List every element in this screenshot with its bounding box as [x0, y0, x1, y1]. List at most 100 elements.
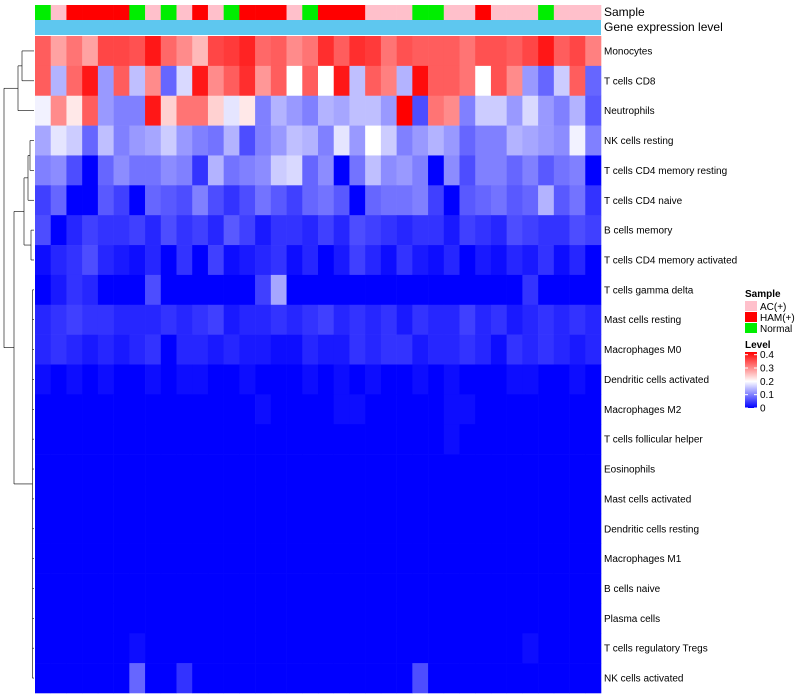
heatmap-cell	[192, 483, 209, 515]
heatmap-cell	[82, 603, 99, 634]
heatmap-cell	[207, 274, 224, 306]
heatmap-cell	[66, 573, 83, 604]
heatmap-cell	[145, 603, 162, 634]
heatmap-cell	[380, 424, 397, 455]
heatmap-cell	[412, 95, 429, 126]
heatmap-cell	[333, 304, 350, 335]
heatmap-cell	[286, 65, 303, 97]
heatmap-cell	[569, 95, 586, 126]
heatmap-cell	[538, 513, 555, 544]
heatmap-cell	[192, 125, 209, 156]
sample-annotation-cell	[97, 5, 114, 20]
heatmap-cell	[318, 573, 335, 604]
heatmap-cell	[50, 36, 67, 67]
heatmap-cell	[129, 304, 146, 335]
heatmap-cell	[585, 185, 602, 216]
heatmap-cell	[490, 95, 507, 126]
heatmap-cell	[522, 155, 539, 186]
heatmap-cell	[223, 483, 240, 515]
heatmap-cell	[50, 334, 67, 365]
heatmap-cell	[176, 424, 193, 455]
heatmap-cell	[522, 543, 539, 574]
heatmap-cell	[318, 245, 335, 276]
heatmap-cell	[553, 245, 570, 276]
heatmap-cell	[302, 125, 319, 156]
heatmap-cell	[239, 274, 256, 306]
heatmap-cell	[396, 394, 413, 425]
heatmap-cell	[475, 334, 492, 365]
heatmap-cell	[302, 543, 319, 574]
heatmap-cell	[585, 543, 602, 574]
heatmap-cell	[270, 454, 287, 485]
heatmap-cell	[538, 245, 555, 276]
heatmap-cell	[270, 304, 287, 335]
heatmap-cell	[459, 65, 476, 97]
heatmap-cell	[475, 304, 492, 335]
heatmap-cell	[160, 95, 177, 126]
heatmap-cell	[443, 483, 460, 515]
heatmap-cell	[145, 424, 162, 455]
heatmap-cell	[176, 483, 193, 515]
heatmap-cell	[428, 215, 445, 246]
heatmap-cell	[585, 125, 602, 156]
heatmap-cell	[82, 185, 99, 216]
heatmap-cells	[35, 36, 602, 694]
heatmap-cell	[553, 215, 570, 246]
heatmap-cell	[538, 394, 555, 425]
heatmap-cell	[97, 394, 114, 425]
row-dendrogram	[3, 50, 34, 679]
heatmap-cell	[459, 483, 476, 515]
heatmap-cell	[255, 633, 272, 664]
heatmap-cell	[192, 364, 209, 395]
heatmap-cell	[192, 394, 209, 425]
heatmap-cell	[302, 633, 319, 664]
heatmap-cell	[365, 125, 382, 156]
heatmap-cell	[569, 543, 586, 574]
heatmap-cell	[569, 215, 586, 246]
heatmap-cell	[239, 543, 256, 574]
row-label: Eosinophils	[604, 465, 655, 476]
heatmap-cell	[396, 364, 413, 395]
heatmap-cell	[475, 454, 492, 485]
heatmap-cell	[286, 394, 303, 425]
heatmap-cell	[302, 603, 319, 634]
row-label: Mast cells activated	[604, 494, 691, 505]
heatmap-cell	[145, 633, 162, 664]
heatmap-cell	[160, 513, 177, 544]
heatmap-cell	[490, 543, 507, 574]
heatmap-cell	[82, 573, 99, 604]
heatmap-cell	[129, 274, 146, 306]
heatmap-cell	[270, 125, 287, 156]
heatmap-cell	[569, 663, 586, 694]
heatmap-cell	[365, 334, 382, 365]
sample-annotation-cell	[490, 5, 507, 20]
heatmap-cell	[396, 543, 413, 574]
heatmap-cell	[428, 394, 445, 425]
heatmap-cell	[113, 65, 130, 97]
row-label: T cells CD4 naive	[604, 196, 683, 207]
row-label: Macrophages M1	[604, 554, 682, 565]
heatmap-cell	[538, 334, 555, 365]
heatmap-cell	[318, 364, 335, 395]
heatmap-cell	[412, 483, 429, 515]
heatmap-cell	[255, 573, 272, 604]
heatmap-cell	[207, 633, 224, 664]
heatmap-cell	[82, 394, 99, 425]
heatmap-cell	[286, 274, 303, 306]
heatmap-cell	[396, 334, 413, 365]
heatmap-cell	[380, 245, 397, 276]
heatmap-cell	[66, 274, 83, 306]
heatmap-cell	[443, 274, 460, 306]
heatmap-cell	[50, 633, 67, 664]
heatmap-cell	[553, 454, 570, 485]
heatmap-cell	[129, 155, 146, 186]
heatmap-cell	[270, 394, 287, 425]
heatmap-cell	[428, 36, 445, 67]
heatmap-cell	[270, 36, 287, 67]
heatmap-cell	[302, 394, 319, 425]
heatmap-cell	[270, 65, 287, 97]
heatmap-cell	[113, 155, 130, 186]
sample-annotation-cell	[380, 5, 397, 20]
heatmap-cell	[270, 663, 287, 694]
heatmap-cell	[145, 155, 162, 186]
